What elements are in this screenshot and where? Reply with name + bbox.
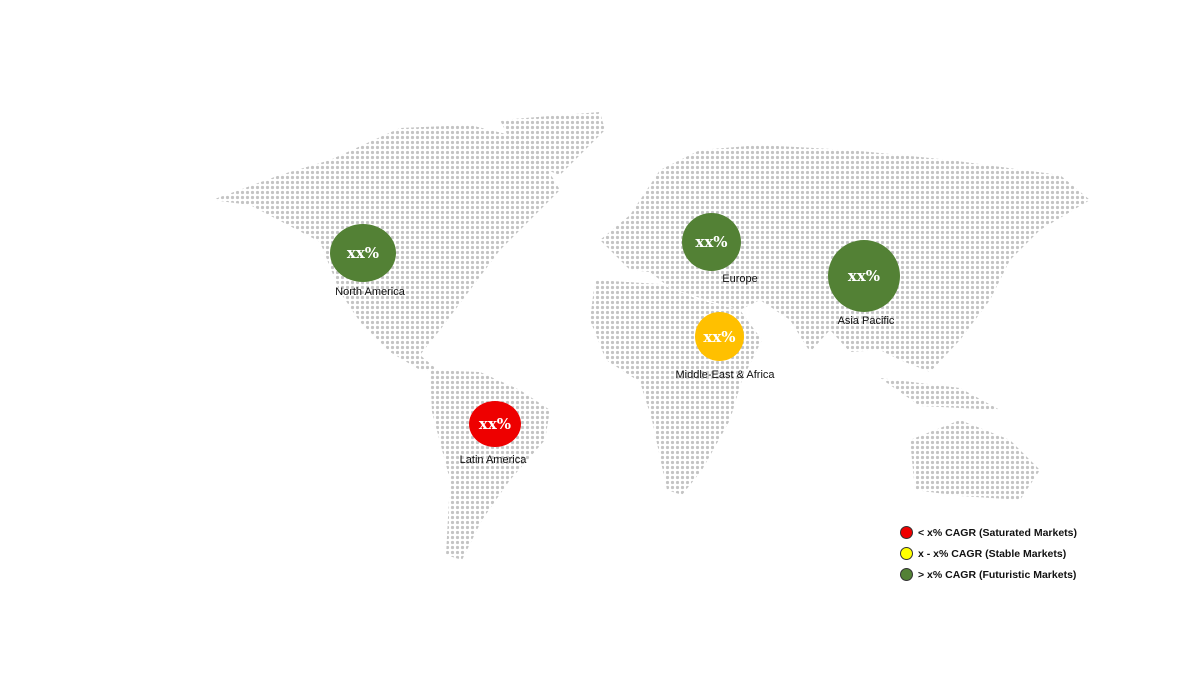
legend-item-stable: x - x% CAGR (Stable Markets) [900,543,1077,564]
north-america-value: xx% [346,244,380,262]
australia-land [910,420,1040,500]
north-america-bubble: xx% [330,224,396,282]
greenland-land [500,112,605,175]
latin-america-label: Latin America [459,454,527,466]
legend-label: > x% CAGR (Futuristic Markets) [918,568,1077,581]
legend-label: < x% CAGR (Saturated Markets) [918,526,1078,539]
europe-bubble: xx% [682,213,741,271]
indonesia-land [880,378,1000,410]
legend-item-futuristic: > x% CAGR (Futuristic Markets) [900,564,1077,585]
legend: < x% CAGR (Saturated Markets) x - x% CAG… [900,522,1077,585]
asia-pacific-label: Asia Pacific [837,315,895,327]
north-america-label: North America [335,286,405,298]
asia-pacific-value: xx% [847,267,881,285]
latin-america-bubble: xx% [469,401,521,447]
asia-pacific-bubble: xx% [828,240,900,312]
middle-east-africa-label: Middle-East & Africa [675,369,775,381]
legend-label: x - x% CAGR (Stable Markets) [918,547,1067,560]
latin-america-value: xx% [478,415,512,433]
europe-value: xx% [695,233,728,251]
africa-land [590,280,762,495]
europe-label: Europe [722,273,758,285]
middle-east-africa-bubble: xx% [695,312,744,361]
yellow-dot-icon [900,547,913,560]
green-dot-icon [900,568,913,581]
legend-item-saturated: < x% CAGR (Saturated Markets) [900,522,1077,543]
middle-east-africa-value: xx% [703,327,736,346]
red-dot-icon [900,526,913,539]
